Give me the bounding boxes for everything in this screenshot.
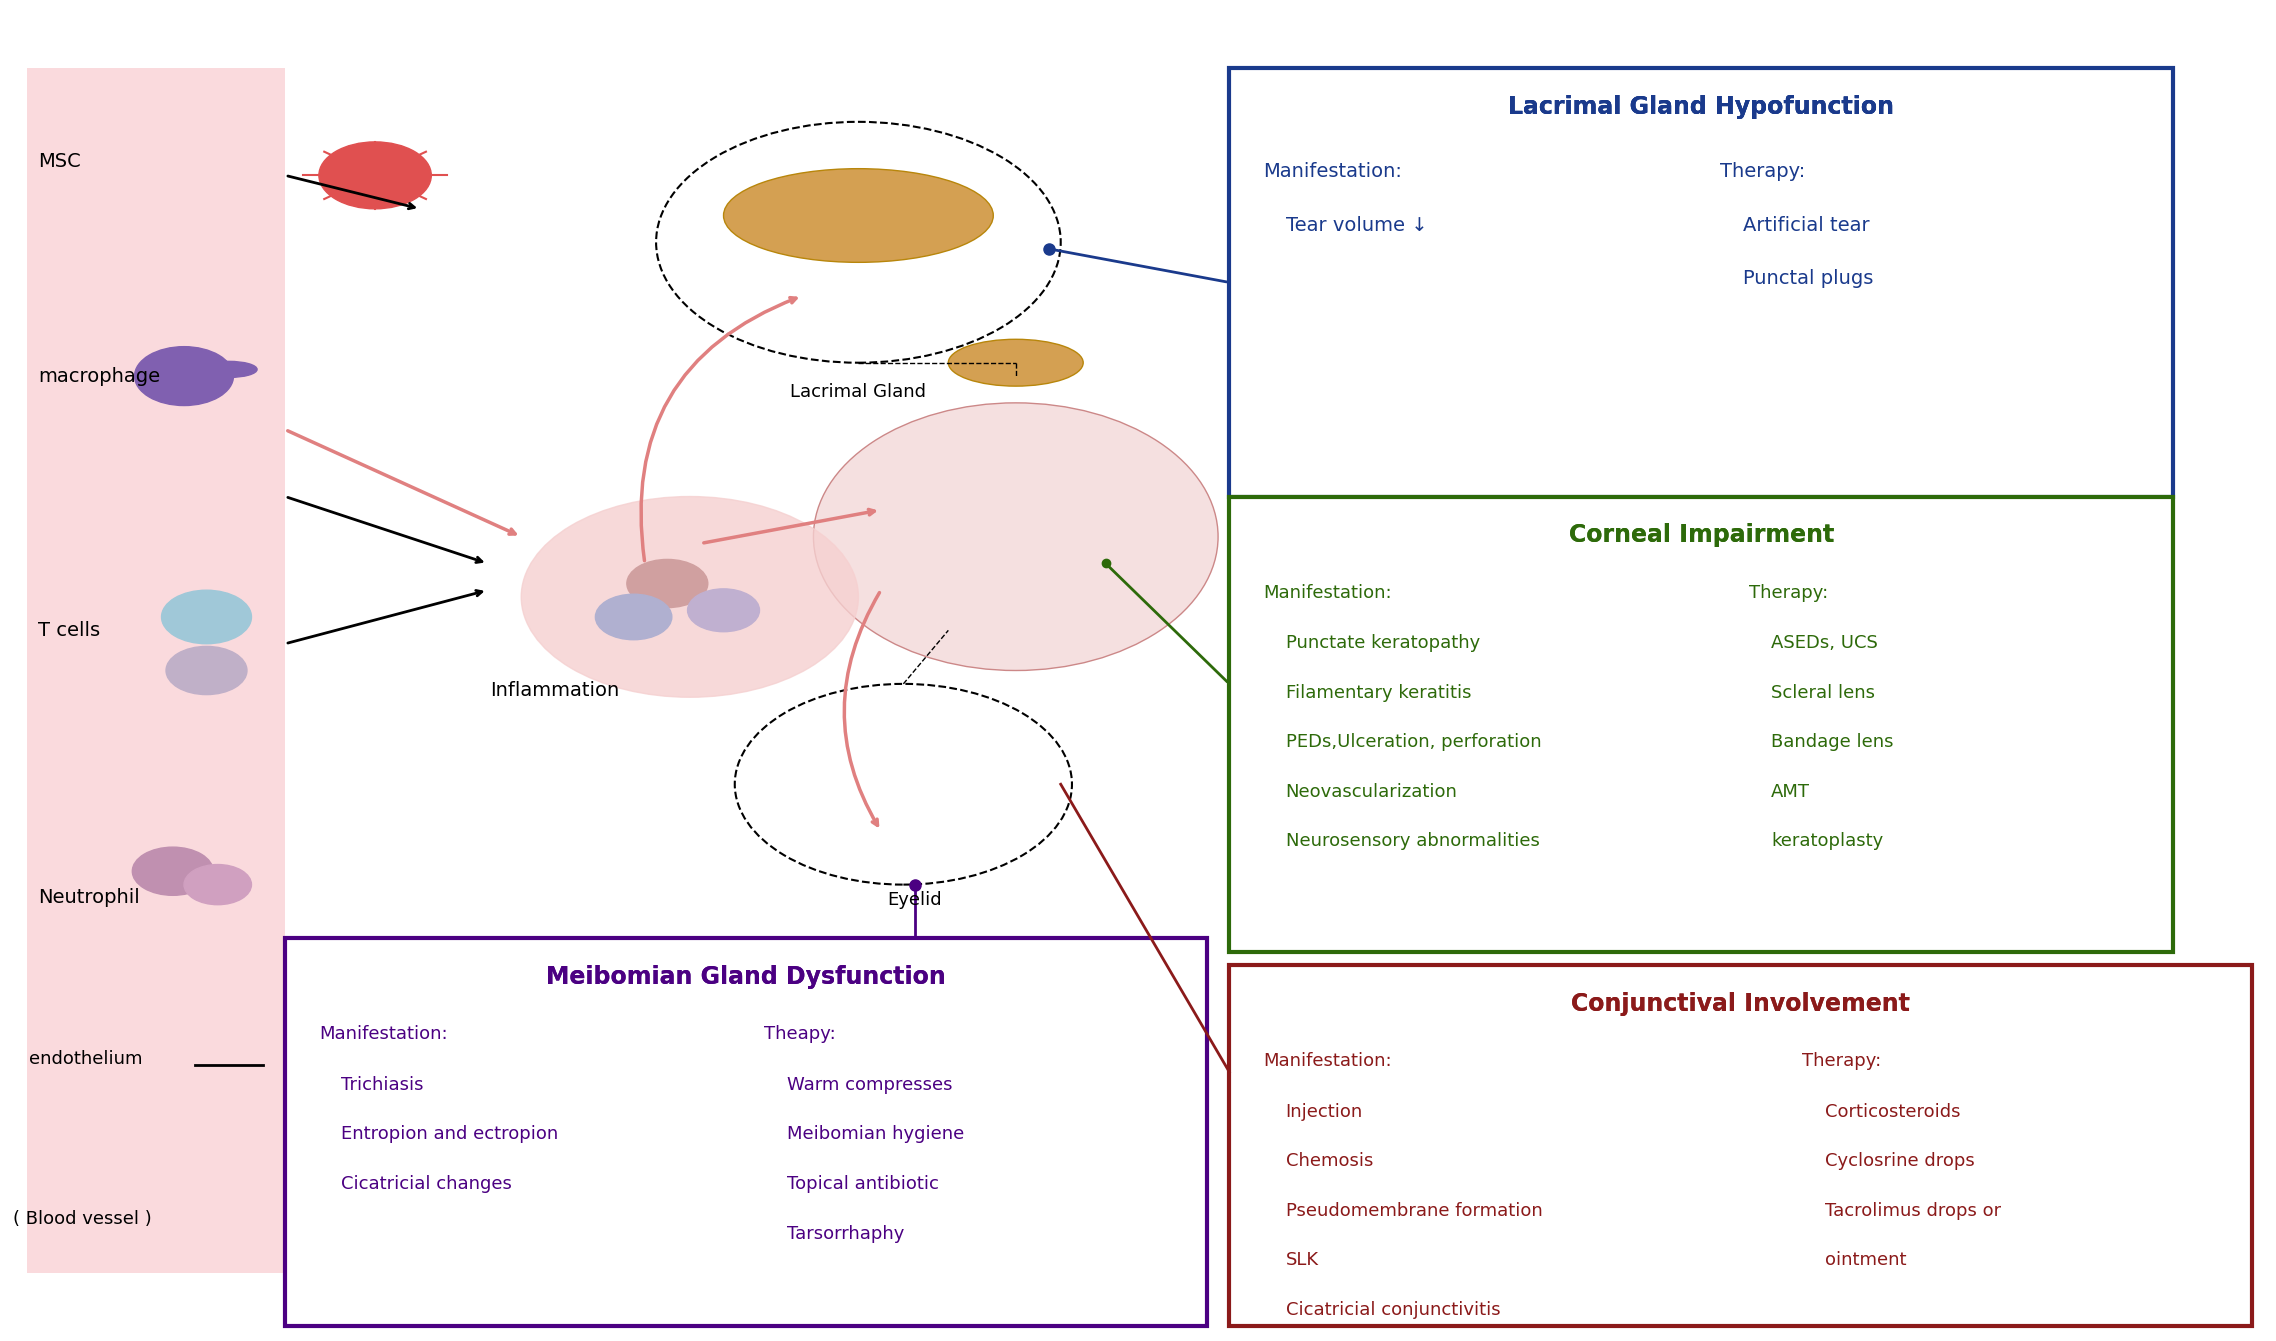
Ellipse shape [813,402,1218,670]
Text: T cells: T cells [39,621,100,640]
Circle shape [132,848,214,896]
Text: Bandage lens: Bandage lens [1771,734,1894,751]
Text: ointment: ointment [1825,1251,1905,1270]
Text: Artificial tear: Artificial tear [1743,216,1869,235]
Circle shape [134,347,234,405]
Text: Filamentary keratitis: Filamentary keratitis [1286,684,1470,701]
Text: Punctate keratopathy: Punctate keratopathy [1286,634,1479,652]
Circle shape [596,594,671,640]
Text: Tarsorrhaphy: Tarsorrhaphy [787,1224,904,1243]
Text: Cicatricial changes: Cicatricial changes [341,1175,512,1193]
Ellipse shape [949,339,1083,386]
Text: Pseudomembrane formation: Pseudomembrane formation [1286,1202,1543,1220]
Text: Cicatricial conjunctivitis: Cicatricial conjunctivitis [1286,1301,1500,1318]
Circle shape [687,589,760,632]
Text: Therapy:: Therapy: [1748,583,1828,602]
FancyBboxPatch shape [284,939,1206,1326]
Text: SLK: SLK [1286,1251,1318,1270]
Text: Topical antibiotic: Topical antibiotic [787,1175,938,1193]
Ellipse shape [724,169,992,263]
Text: Entropion and ectropion: Entropion and ectropion [341,1125,558,1144]
Text: Neurosensory abnormalities: Neurosensory abnormalities [1286,833,1539,850]
Circle shape [319,142,430,209]
FancyBboxPatch shape [1229,68,2174,496]
Circle shape [521,496,858,697]
Circle shape [166,646,248,695]
Text: Corticosteroids: Corticosteroids [1825,1102,1960,1121]
Text: Lacrimal Gland: Lacrimal Gland [790,382,926,401]
Text: Conjunctival Involvement: Conjunctival Involvement [1570,992,1910,1015]
Text: Conjunctival Involvement: Conjunctival Involvement [1570,992,1910,1015]
Text: Corneal Impairment: Corneal Impairment [1568,523,1834,547]
Text: Tear volume ↓: Tear volume ↓ [1286,216,1427,235]
Ellipse shape [200,361,257,377]
Text: AMT: AMT [1771,783,1809,801]
Text: PEDs,Ulceration, perforation: PEDs,Ulceration, perforation [1286,734,1541,751]
Text: Tacrolimus drops or: Tacrolimus drops or [1825,1202,2001,1220]
Text: ( Blood vessel ): ( Blood vessel ) [14,1210,152,1228]
Text: Chemosis: Chemosis [1286,1152,1372,1171]
Text: Manifestation:: Manifestation: [1263,162,1402,181]
Text: Meibomian Gland Dysfunction: Meibomian Gland Dysfunction [546,966,947,988]
Text: Punctal plugs: Punctal plugs [1743,270,1873,288]
Text: Manifestation:: Manifestation: [1263,583,1391,602]
Text: macrophage: macrophage [39,366,159,386]
Circle shape [184,865,250,905]
Text: Therapy:: Therapy: [1803,1051,1882,1070]
Text: Cyclosrine drops: Cyclosrine drops [1825,1152,1973,1171]
Text: Corneal Impairment: Corneal Impairment [1568,523,1834,547]
Text: Eyelid: Eyelid [888,892,942,909]
Text: MSC: MSC [39,153,80,172]
Text: Injection: Injection [1286,1102,1363,1121]
Text: Meibomian hygiene: Meibomian hygiene [787,1125,965,1144]
Text: Therapy:: Therapy: [1721,162,1805,181]
Text: Scleral lens: Scleral lens [1771,684,1875,701]
Text: Warm compresses: Warm compresses [787,1075,951,1094]
Circle shape [162,590,250,644]
Text: endothelium: endothelium [30,1050,143,1067]
Text: Inflammation: Inflammation [489,681,619,700]
Text: Manifestation:: Manifestation: [319,1025,448,1043]
Text: Neutrophil: Neutrophil [39,889,139,908]
Text: Theapy:: Theapy: [765,1025,835,1043]
Text: Lacrimal Gland Hypofunction: Lacrimal Gland Hypofunction [1509,95,1894,119]
Text: Lacrimal Gland Hypofunction: Lacrimal Gland Hypofunction [1509,95,1894,119]
Text: Trichiasis: Trichiasis [341,1075,423,1094]
FancyBboxPatch shape [27,68,284,1273]
Text: Neovascularization: Neovascularization [1286,783,1457,801]
Circle shape [626,559,708,607]
Text: Meibomian Gland Dysfunction: Meibomian Gland Dysfunction [546,966,947,988]
Text: Manifestation:: Manifestation: [1263,1051,1391,1070]
FancyBboxPatch shape [1229,496,2174,952]
Text: Lacrimal Gland Hypofunction: Lacrimal Gland Hypofunction [1509,95,1894,119]
Text: ASEDs, UCS: ASEDs, UCS [1771,634,1878,652]
FancyBboxPatch shape [1229,966,2253,1326]
Text: keratoplasty: keratoplasty [1771,833,1882,850]
